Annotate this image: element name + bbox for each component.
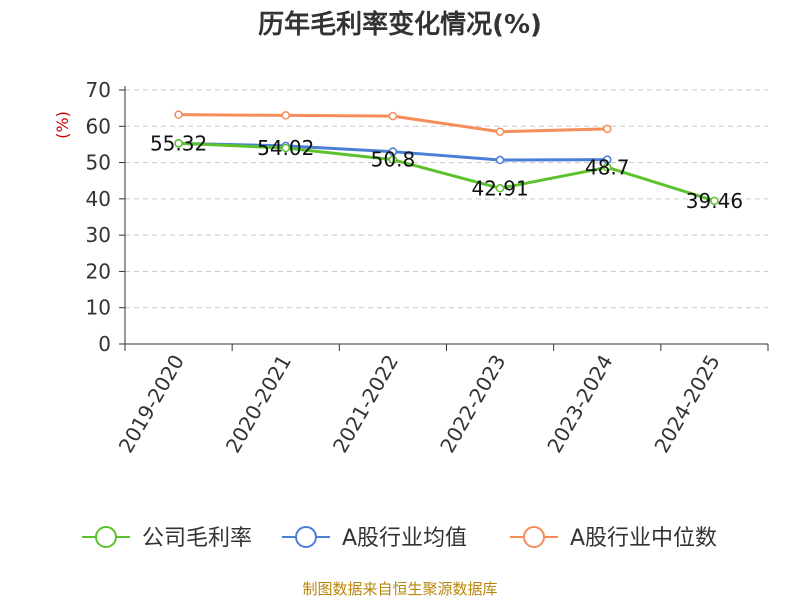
data-point [495, 155, 505, 165]
data-point [281, 111, 290, 120]
legend-marker [95, 526, 117, 548]
data-point [388, 111, 398, 121]
data-point [388, 147, 398, 156]
y-tick-label: 20 [86, 259, 111, 283]
x-tick-label: 2020-2021 [221, 351, 296, 457]
data-point [495, 127, 505, 136]
legend-label: A股行业中位数 [570, 526, 717, 551]
data-point [495, 184, 505, 193]
data-point [710, 196, 719, 206]
chart-title: 历年毛利率变化情况(%) [258, 10, 542, 40]
data-source-note: 制图数据来自恒生聚源数据库 [302, 580, 498, 598]
data-label: 50.8 [371, 148, 416, 172]
data-label: 54.02 [257, 136, 314, 160]
data-point [174, 139, 183, 148]
data-point [603, 163, 612, 172]
x-tick-label: 2021-2022 [328, 351, 403, 457]
y-tick-label: 50 [86, 151, 111, 175]
data-point [174, 110, 183, 119]
legend-marker [523, 526, 545, 548]
series-line [178, 141, 715, 203]
y-axis-label: (%) [53, 111, 72, 139]
data-point [603, 124, 612, 134]
data-point [388, 155, 398, 164]
legend-marker [295, 526, 317, 548]
y-tick-label: 10 [86, 296, 111, 320]
y-tick-label: 60 [86, 114, 111, 138]
data-label: 39.46 [686, 189, 743, 213]
data-label: 42.91 [471, 176, 528, 200]
legend-label: A股行业均值 [342, 526, 467, 551]
y-tick-label: 0 [98, 332, 111, 356]
data-label: 55.32 [150, 131, 207, 155]
y-tick-label: 70 [86, 78, 111, 102]
y-tick-label: 40 [86, 187, 111, 211]
legend-label: 公司毛利率 [142, 526, 252, 551]
x-tick-label: 2024-2025 [649, 351, 724, 457]
x-tick-label: 2019-2020 [114, 351, 189, 457]
y-tick-label: 30 [86, 223, 111, 247]
x-tick-label: 2023-2024 [542, 351, 617, 457]
data-label: 48.7 [585, 155, 630, 179]
data-point [281, 143, 290, 153]
x-tick-label: 2022-2023 [435, 351, 510, 457]
